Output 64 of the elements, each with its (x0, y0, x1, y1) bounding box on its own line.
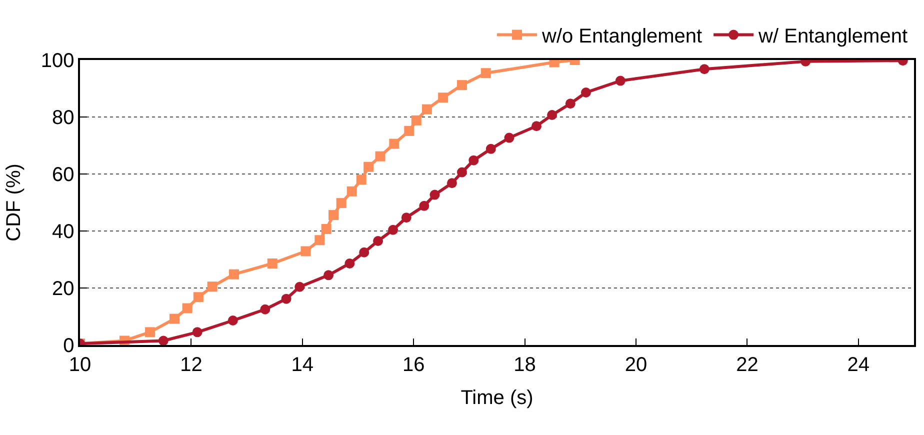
point (389, 138, 400, 149)
point (531, 121, 542, 132)
point (438, 92, 448, 103)
y-tick-label: 20 (52, 278, 74, 300)
point (328, 210, 339, 220)
x-tick-label: 16 (402, 354, 425, 376)
y-tick-label: 80 (52, 107, 74, 129)
point (565, 98, 576, 109)
point (364, 162, 374, 172)
point (699, 64, 710, 74)
point (324, 270, 334, 280)
point (375, 151, 386, 162)
x-tick-label: 14 (291, 354, 314, 376)
point (193, 292, 204, 302)
point (346, 186, 357, 196)
legend-label: w/o Entanglement (541, 26, 703, 48)
point (373, 236, 384, 246)
point (145, 327, 156, 338)
x-tick-label: 18 (514, 354, 536, 376)
point (228, 315, 238, 326)
x-tick-label: 22 (736, 354, 758, 376)
point (229, 269, 240, 280)
point (468, 155, 479, 166)
point (344, 258, 355, 268)
point (615, 76, 626, 86)
point (158, 336, 168, 345)
point (321, 224, 332, 234)
point (192, 327, 202, 338)
point (314, 235, 325, 246)
point (422, 104, 432, 114)
point (359, 247, 370, 258)
point (401, 212, 412, 223)
x-axis-title: Time (s) (460, 386, 534, 409)
y-axis-title: CDF (%) (2, 164, 25, 242)
point (281, 294, 292, 304)
point (419, 200, 430, 211)
point (294, 282, 305, 292)
point (182, 303, 192, 314)
y-tick-label: 60 (52, 164, 74, 186)
point (336, 198, 346, 208)
legend-label: w/ Entanglement (758, 26, 908, 48)
x-tick-label: 20 (624, 354, 648, 376)
point (456, 80, 467, 90)
point (547, 110, 558, 120)
point (404, 126, 414, 136)
x-tick-label: 24 (847, 354, 870, 376)
point (260, 304, 270, 314)
point (356, 174, 366, 185)
point (388, 224, 398, 235)
y-tick-label: 100 (40, 50, 74, 72)
point (170, 314, 180, 324)
point (580, 87, 591, 98)
x-tick-label: 12 (180, 354, 202, 376)
y-tick-label: 40 (52, 221, 74, 243)
point (267, 258, 278, 268)
point (411, 115, 422, 126)
point (430, 190, 440, 200)
point (207, 282, 218, 292)
point (446, 178, 457, 188)
point (504, 132, 514, 143)
point (300, 246, 311, 256)
point (480, 68, 491, 78)
point (486, 144, 496, 154)
point (456, 167, 467, 178)
